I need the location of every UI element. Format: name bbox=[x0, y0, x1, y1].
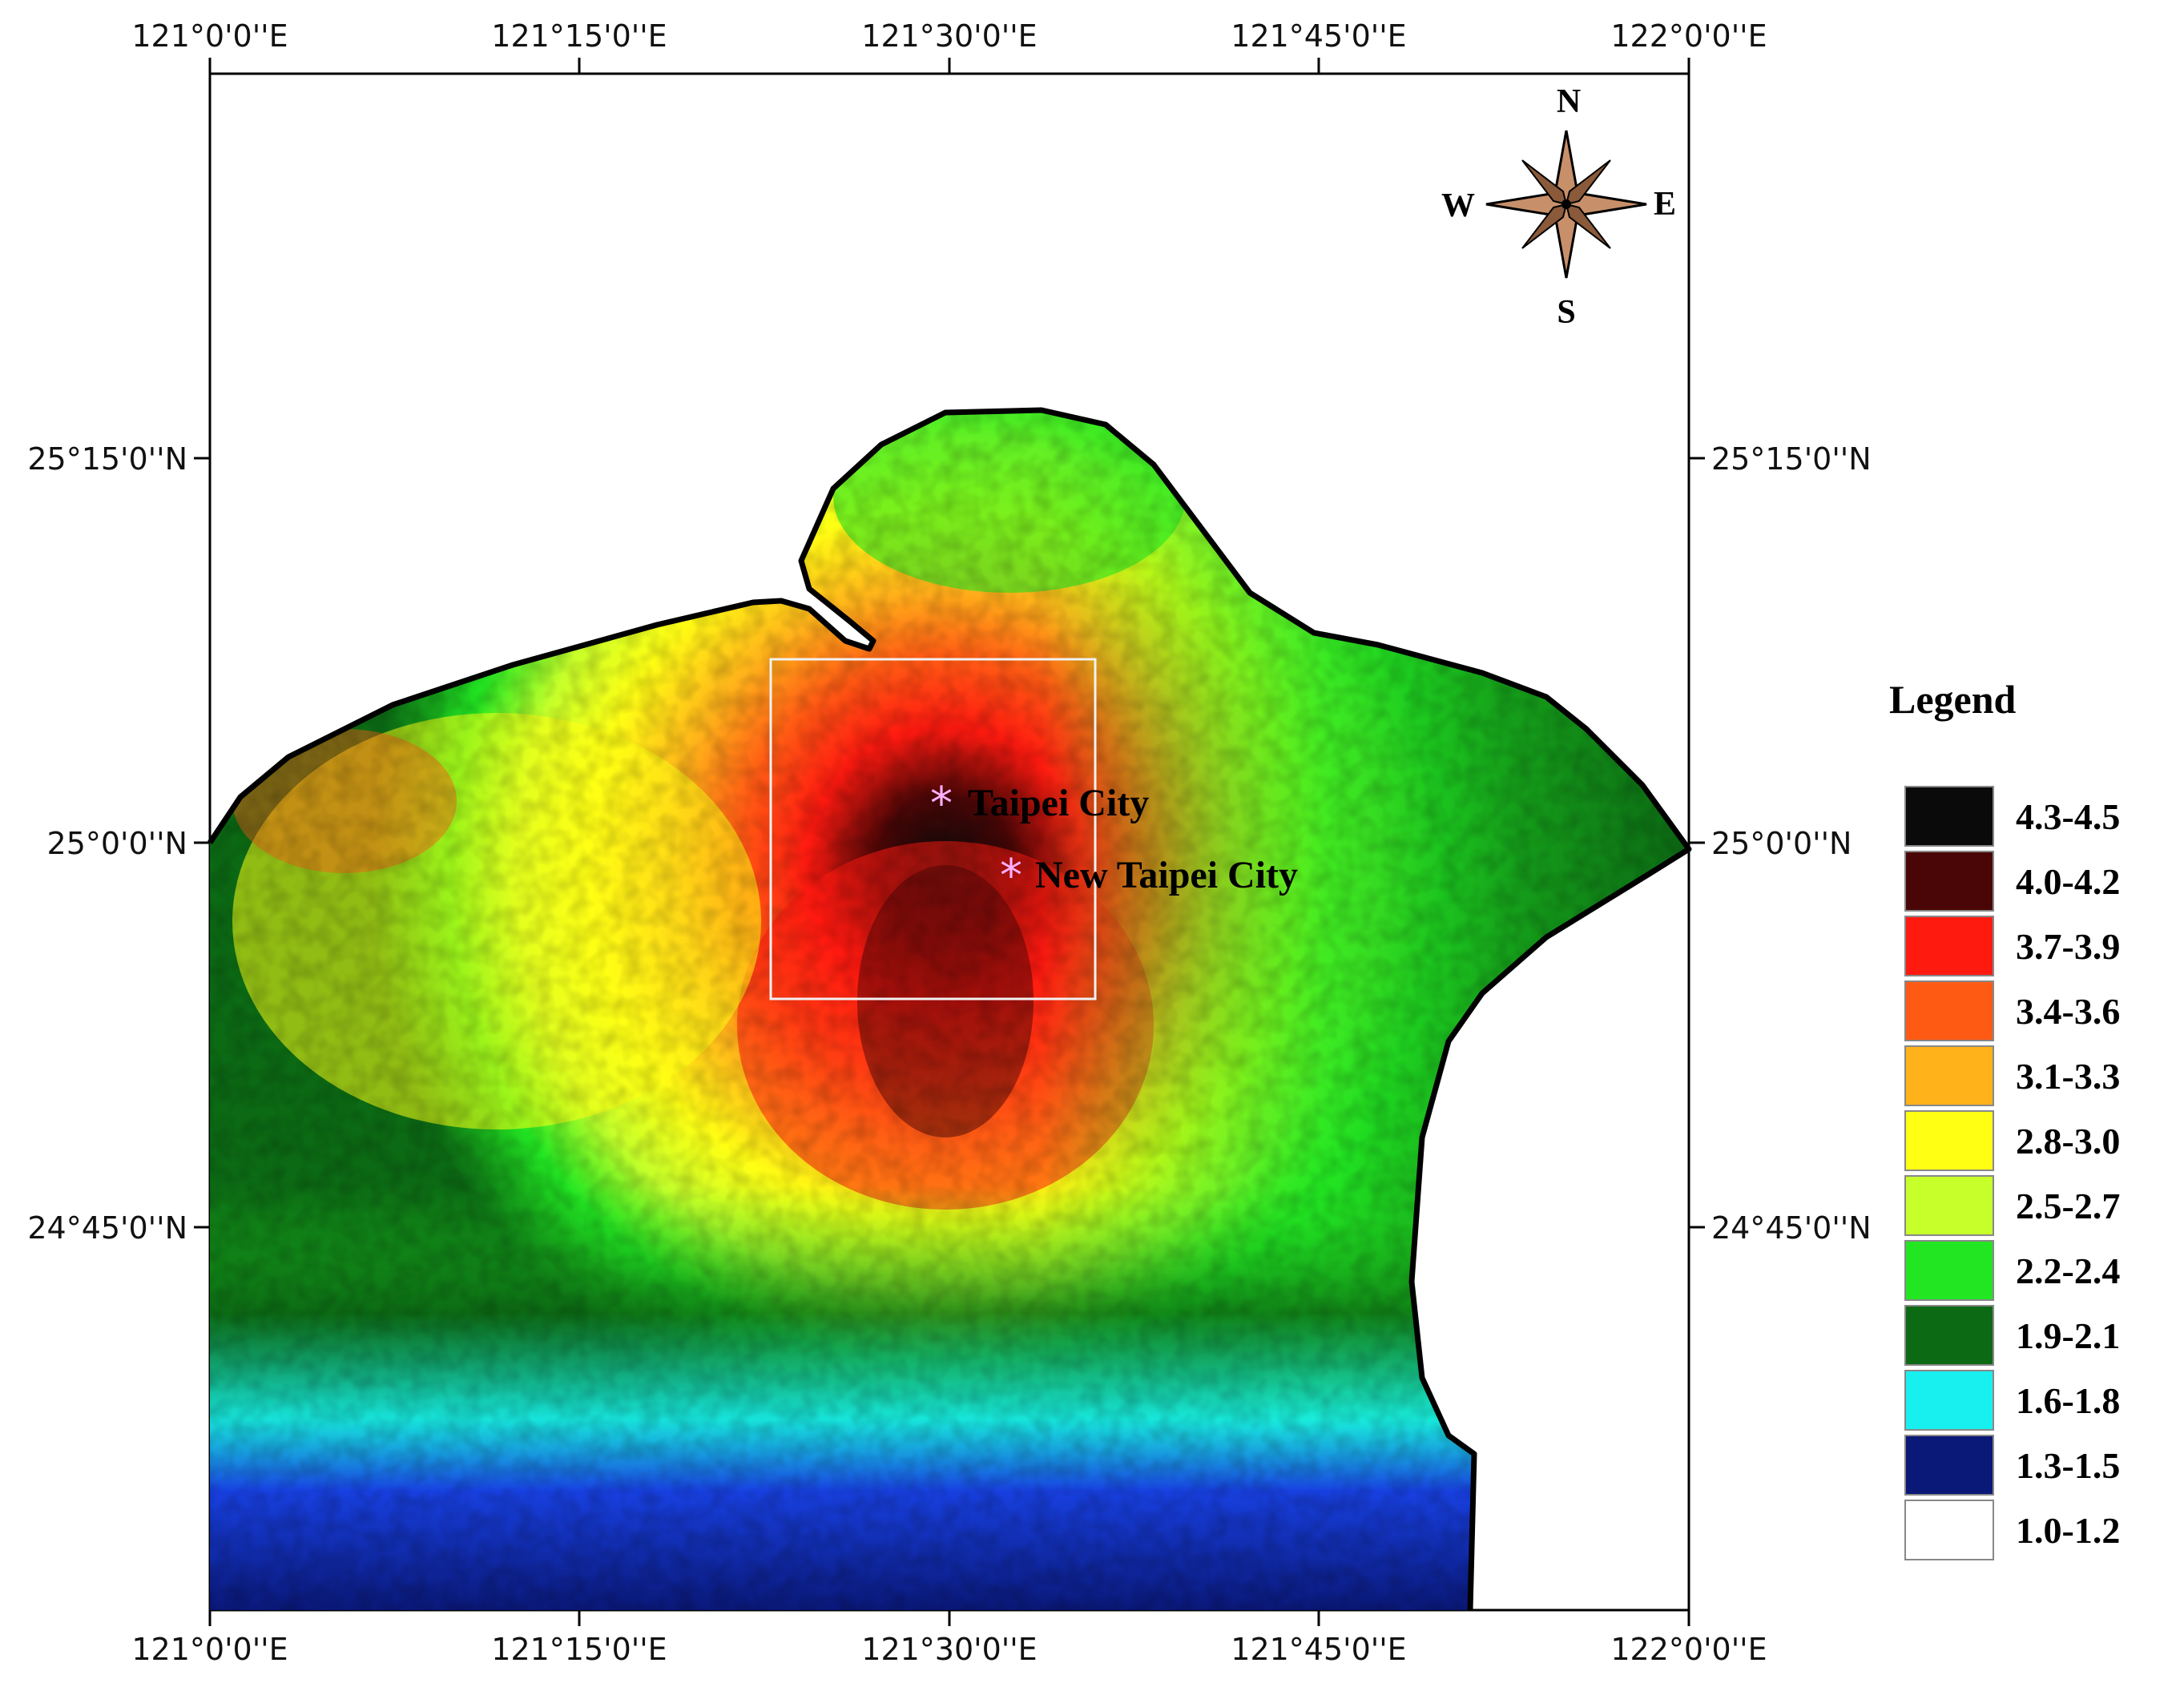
bottom-longitude-label: 122°0'0''E bbox=[1610, 1632, 1767, 1667]
bottom-longitude-label: 121°15'0''E bbox=[491, 1632, 667, 1667]
legend-label: 1.6-1.8 bbox=[2016, 1380, 2120, 1421]
taipei-city-label: Taipei City bbox=[968, 782, 1149, 824]
compass-rose-icon bbox=[1485, 130, 1647, 279]
legend-swatch bbox=[1904, 1240, 1994, 1301]
legend-label: 3.7-3.9 bbox=[2016, 926, 2120, 967]
legend: 4.3-4.5 4.0-4.2 3.7-3.9 3.4-3.6 3.1-3.3 2.8-3… bbox=[1904, 786, 2120, 1560]
top-longitude-label: 121°15'0''E bbox=[491, 18, 667, 54]
compass-east-label: E bbox=[1654, 186, 1676, 223]
top-longitude-label: 121°45'0''E bbox=[1231, 18, 1406, 54]
legend-label: 1.9-2.1 bbox=[2016, 1315, 2120, 1356]
legend-swatch bbox=[1904, 1045, 1994, 1106]
left-latitude-label: 25°15'0''N bbox=[27, 441, 187, 477]
legend-swatch bbox=[1904, 786, 1994, 847]
legend-swatch bbox=[1904, 1370, 1994, 1431]
bottom-longitude-label: 121°45'0''E bbox=[1231, 1632, 1406, 1667]
coastline bbox=[208, 407, 1692, 1611]
tick-marks bbox=[194, 58, 1705, 1626]
compass-south-label: S bbox=[1557, 294, 1575, 331]
right-latitude-label: 24°45'0''N bbox=[1711, 1210, 1872, 1246]
legend-title: Legend bbox=[1889, 677, 2017, 722]
taipei-marker-icon: * bbox=[930, 778, 953, 830]
new-taipei-city-label: New Taipei City bbox=[1035, 854, 1298, 896]
legend-swatch bbox=[1904, 1175, 1994, 1236]
legend-label: 1.3-1.5 bbox=[2016, 1445, 2120, 1486]
right-latitude-label: 25°15'0''N bbox=[1711, 441, 1872, 477]
legend-swatch bbox=[1904, 980, 1994, 1041]
legend-swatch bbox=[1904, 916, 1994, 976]
bottom-longitude-label: 121°0'0''E bbox=[131, 1632, 288, 1667]
top-longitude-label: 121°0'0''E bbox=[131, 18, 288, 54]
compass-north-label: N bbox=[1557, 83, 1581, 120]
right-latitude-label: 25°0'0''N bbox=[1711, 826, 1852, 861]
legend-swatch bbox=[1904, 1110, 1994, 1171]
bottom-longitude-label: 121°30'0''E bbox=[861, 1632, 1037, 1667]
left-latitude-label: 24°45'0''N bbox=[27, 1210, 187, 1246]
new-taipei-marker-icon: * bbox=[1000, 850, 1022, 902]
legend-label: 1.0-1.2 bbox=[2016, 1510, 2120, 1551]
legend-label: 2.8-3.0 bbox=[2016, 1121, 2120, 1162]
legend-label: 2.2-2.4 bbox=[2016, 1250, 2120, 1291]
study-area-box bbox=[769, 658, 1097, 1001]
top-longitude-label: 122°0'0''E bbox=[1610, 18, 1767, 54]
legend-label: 2.5-2.7 bbox=[2016, 1186, 2120, 1226]
legend-label: 4.0-4.2 bbox=[2016, 861, 2120, 902]
legend-swatch bbox=[1904, 1305, 1994, 1366]
legend-swatch bbox=[1904, 1500, 1994, 1560]
legend-swatch bbox=[1904, 1435, 1994, 1496]
top-longitude-label: 121°30'0''E bbox=[861, 18, 1037, 54]
left-latitude-label: 25°0'0''N bbox=[47, 826, 187, 861]
compass-west-label: W bbox=[1441, 187, 1475, 224]
legend-swatch bbox=[1904, 851, 1994, 912]
legend-label: 3.1-3.3 bbox=[2016, 1056, 2120, 1097]
legend-label: 4.3-4.5 bbox=[2016, 796, 2120, 837]
legend-label: 3.4-3.6 bbox=[2016, 991, 2120, 1032]
